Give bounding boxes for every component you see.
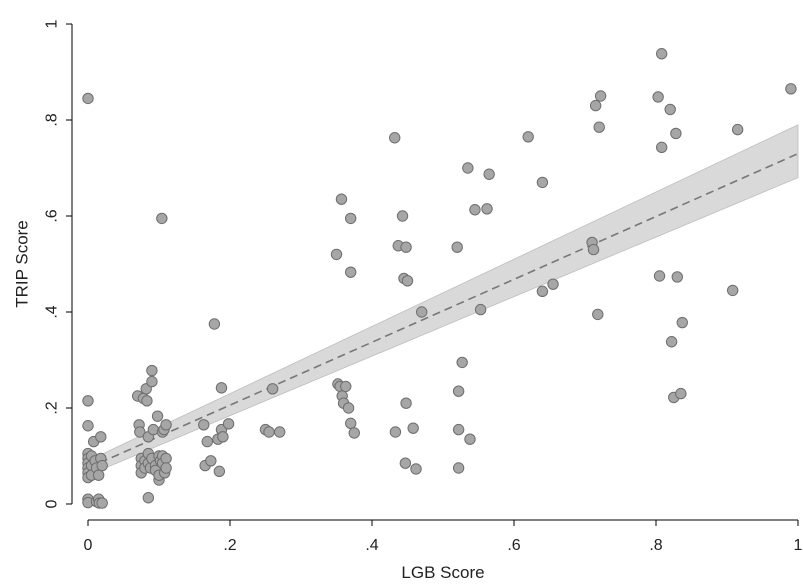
- data-point: [407, 422, 419, 434]
- data-point: [160, 419, 172, 431]
- data-point: [452, 423, 465, 436]
- data-point: [215, 382, 228, 394]
- data-point: [274, 426, 286, 438]
- data-point: [205, 455, 217, 467]
- data-point: [655, 48, 668, 60]
- data-point: [389, 426, 402, 438]
- data-point: [451, 241, 463, 253]
- axes-layer: 0 .2 .4 .6 .8 1 0 .2 .4 .6 .8 1: [44, 19, 803, 554]
- data-point: [547, 278, 559, 290]
- data-point: [217, 431, 229, 443]
- data-point: [156, 212, 168, 225]
- data-point: [671, 271, 683, 283]
- data-point: [147, 423, 160, 436]
- data-point: [400, 241, 412, 253]
- x-tick-label: 1: [794, 537, 803, 554]
- x-axis-title: LGB Score: [401, 563, 484, 582]
- data-point: [146, 375, 158, 388]
- data-point: [82, 395, 94, 407]
- data-point: [522, 131, 534, 143]
- points-layer: [82, 48, 797, 509]
- y-tick-label: .4: [44, 305, 61, 318]
- data-point: [95, 431, 107, 443]
- y-axis-title: TRIP Score: [13, 220, 32, 308]
- data-point: [96, 459, 108, 472]
- data-point: [342, 402, 355, 414]
- data-point: [474, 303, 487, 316]
- data-point: [456, 356, 468, 369]
- data-point: [464, 433, 476, 445]
- x-tick-label: 0: [84, 537, 93, 554]
- data-point: [536, 176, 549, 189]
- data-point: [146, 364, 158, 377]
- data-point: [536, 285, 549, 298]
- data-point: [96, 497, 108, 509]
- data-point: [676, 316, 688, 329]
- data-point: [389, 132, 401, 144]
- data-point: [263, 426, 275, 438]
- data-point: [483, 168, 495, 180]
- data-point: [410, 463, 422, 475]
- data-point: [82, 420, 94, 432]
- data-point: [335, 193, 348, 205]
- y-tick-label: 1: [44, 19, 61, 28]
- data-point: [340, 380, 352, 393]
- data-point: [401, 275, 414, 287]
- x-tick-label: .6: [507, 537, 520, 554]
- data-point: [416, 306, 428, 318]
- data-point: [452, 385, 465, 397]
- data-point: [593, 121, 605, 133]
- x-tick-label: .8: [649, 537, 662, 554]
- data-point: [587, 243, 600, 256]
- data-point: [141, 395, 153, 407]
- data-point: [452, 462, 465, 474]
- data-point: [134, 426, 146, 438]
- data-point: [785, 83, 797, 95]
- data-point: [664, 103, 676, 116]
- data-point: [160, 462, 172, 474]
- y-tick-label: .8: [44, 113, 61, 126]
- data-point: [345, 417, 357, 430]
- data-point: [345, 266, 357, 278]
- data-point: [201, 435, 213, 448]
- data-point: [399, 457, 412, 469]
- data-point: [396, 210, 409, 222]
- data-point: [589, 99, 602, 112]
- data-point: [726, 284, 739, 297]
- data-point: [655, 141, 668, 154]
- data-point: [594, 90, 607, 102]
- data-point: [266, 383, 279, 395]
- data-point: [653, 270, 666, 282]
- data-point: [142, 492, 155, 504]
- data-point: [731, 123, 744, 136]
- data-point: [330, 248, 343, 261]
- data-point: [345, 212, 357, 225]
- y-tick-label: 0: [44, 499, 61, 508]
- data-point: [208, 318, 221, 330]
- y-tick-label: .6: [44, 209, 61, 222]
- data-point: [400, 397, 412, 409]
- data-point: [213, 465, 226, 478]
- y-tick-label: .2: [44, 401, 61, 414]
- x-tick-label: .2: [223, 537, 236, 554]
- data-point: [462, 162, 474, 174]
- data-point: [222, 418, 235, 430]
- data-point: [481, 203, 493, 215]
- data-point: [82, 92, 94, 105]
- data-point: [652, 91, 664, 103]
- data-point: [160, 452, 172, 465]
- data-point: [670, 127, 682, 140]
- data-point: [592, 308, 604, 321]
- data-point: [92, 469, 105, 481]
- data-point: [675, 387, 687, 400]
- data-point: [151, 410, 164, 422]
- data-point: [469, 204, 481, 216]
- x-tick-label: .4: [365, 537, 378, 554]
- data-point: [348, 427, 360, 439]
- data-point: [665, 336, 678, 348]
- data-point: [198, 419, 210, 431]
